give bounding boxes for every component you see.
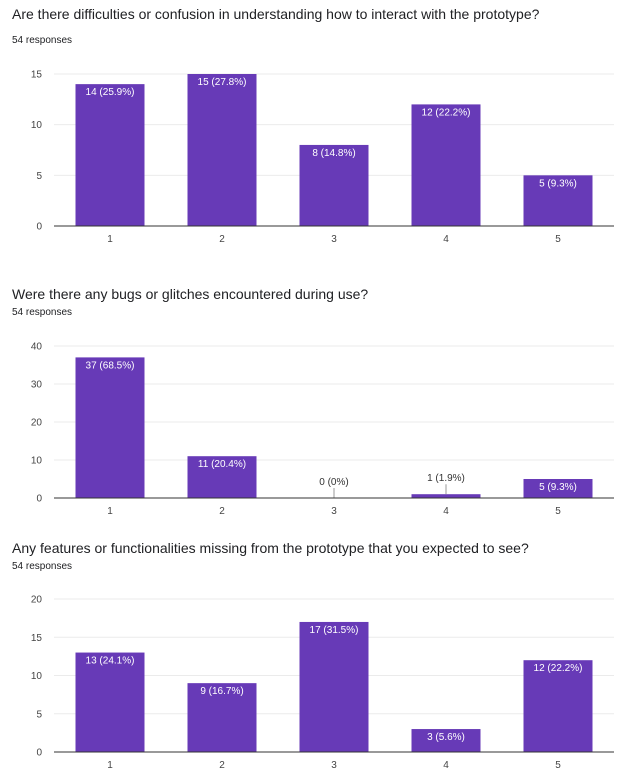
bar [187,74,257,226]
chart-1-plot: 0 5 10 15 14 (25.9%) 1 15 (27.8%) 2 8 (14.8%) 3 12… [31,70,614,245]
bar [187,683,257,752]
data-label: 9 (16.7%) [200,686,243,697]
data-label: 1 (1.9%) [427,473,465,484]
bar [523,479,593,498]
x-tick-label: 3 [331,760,337,771]
bar [75,652,145,752]
data-label: 14 (25.9%) [86,87,135,98]
x-tick-label: 1 [107,234,113,245]
x-tick-label: 4 [443,506,449,517]
bar [411,494,481,498]
x-tick-label: 2 [219,760,225,771]
chart-3-title: Any features or functionalities missing … [12,540,529,556]
data-label: 11 (20.4%) [198,459,246,470]
x-tick-label: 5 [555,506,561,517]
chart-2-plot: 0 10 20 30 40 37 (68.5%) 1 11 (20.4%) 2 0 (0%) 3 1 … [31,342,614,517]
bar [411,104,481,226]
y-tick-label: 0 [36,748,42,759]
bar [299,144,369,226]
y-tick-label: 20 [31,418,43,429]
x-tick-label: 4 [443,760,449,771]
data-label: 15 (27.8%) [198,77,247,88]
y-tick-label: 10 [31,120,43,131]
data-label: 5 (9.3%) [539,178,577,189]
chart-2-subtitle: 54 responses [12,307,73,318]
bar [411,729,481,752]
y-tick-label: 15 [31,70,43,81]
data-label: 8 (14.8%) [312,148,355,159]
x-tick-label: 3 [331,234,337,245]
bar [523,175,593,226]
data-label: 3 (5.6%) [427,732,465,743]
y-tick-label: 10 [31,456,43,467]
data-label: 0 (0%) [319,477,348,488]
x-tick-label: 2 [219,506,225,517]
bar [187,456,257,498]
x-tick-label: 3 [331,506,337,517]
bar [523,660,593,752]
y-tick-label: 20 [31,595,43,606]
x-tick-label: 5 [555,234,561,245]
x-tick-label: 4 [443,234,449,245]
chart-1-title: Are there difficulties or confusion in u… [12,6,540,22]
x-tick-label: 1 [107,506,113,517]
chart-1-subtitle: 54 responses [12,35,73,46]
y-tick-label: 5 [36,709,42,720]
data-label: 17 (31.5%) [310,625,359,636]
x-tick-label: 1 [107,760,113,771]
x-tick-label: 2 [219,234,225,245]
y-tick-label: 30 [31,380,43,391]
y-tick-label: 5 [36,171,42,182]
chart-3-plot: 0 5 10 15 20 13 (24.1%) 1 9 (16.7%) 2 17 (31.5%) 3… [31,595,614,771]
data-label: 37 (68.5%) [86,360,135,371]
data-label: 12 (22.2%) [534,663,583,674]
data-label: 12 (22.2%) [422,107,471,118]
y-tick-label: 0 [36,222,42,233]
bar [299,621,369,752]
y-tick-label: 0 [36,494,42,505]
y-tick-label: 40 [31,342,43,353]
y-tick-label: 15 [31,633,43,644]
data-label: 5 (9.3%) [539,482,577,493]
chart-3-subtitle: 54 responses [12,561,73,572]
data-label: 13 (24.1%) [86,656,135,667]
x-tick-label: 5 [555,760,561,771]
y-tick-label: 10 [31,671,43,682]
chart-2-title: Were there any bugs or glitches encounte… [12,286,369,302]
bar [75,357,145,498]
bar [75,84,145,226]
